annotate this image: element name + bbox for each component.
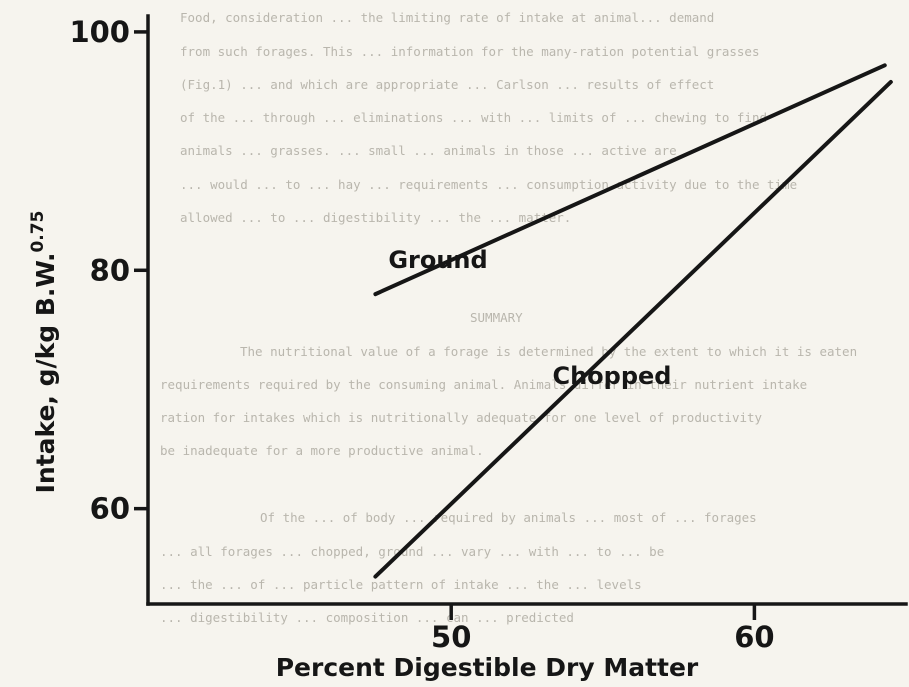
background-text-line: from such forages. This ... information … [180, 44, 759, 59]
background-text-line: (Fig.1) ... and which are appropriate ..… [180, 77, 714, 92]
background-text-line: SUMMARY [470, 310, 523, 325]
y-axis-label-main: Intake, g/kg B.W. [31, 253, 60, 494]
background-text-line: be inadequate for a more productive anim… [160, 443, 484, 458]
background-text-line: The nutritional value of a forage is det… [240, 344, 857, 359]
y-axis-ticks: 60 80 100 [69, 15, 148, 526]
background-text-line: ... would ... to ... hay ... requirement… [180, 177, 797, 192]
x-tick-label: 60 [734, 620, 774, 654]
series-line-ground [373, 63, 887, 297]
background-text-line: ... the ... of ... particle pattern of i… [160, 577, 642, 592]
background-text-line: ... all forages ... chopped, ground ... … [160, 544, 664, 559]
y-tick-label: 80 [90, 253, 130, 287]
background-text-line: allowed ... to ... digestibility ... the… [180, 210, 571, 225]
y-axis-label: Intake, g/kg B.W.0.75 [28, 211, 60, 494]
y-tick-label: 60 [90, 492, 130, 526]
x-tick-label: 50 [431, 620, 471, 654]
x-axis-label: Percent Digestible Dry Matter [276, 653, 699, 682]
y-axis-label-superscript: 0.75 [28, 211, 48, 253]
background-text-line: animals ... grasses. ... small ... anima… [180, 143, 677, 158]
background-text-line: ... digestibility ... composition ... ca… [160, 610, 574, 625]
series-label-ground: Ground [388, 246, 487, 274]
background-text-line: Of the ... of body ... required by anima… [260, 510, 757, 525]
background-text-line: ration for intakes which is nutritionall… [160, 410, 763, 425]
series-line-chopped [373, 79, 893, 579]
background-text-line: of the ... through ... eliminations ... … [180, 110, 767, 125]
background-typescript: Food, consideration ... the limiting rat… [160, 10, 857, 625]
chart-series: Ground Chopped [373, 63, 893, 579]
background-text-line: Food, consideration ... the limiting rat… [180, 10, 714, 25]
series-label-chopped: Chopped [552, 362, 671, 390]
y-tick-label: 100 [69, 15, 130, 49]
chart-axes: 60 80 100 50 60 [69, 14, 908, 654]
background-text-line: requirements required by the consuming a… [160, 377, 807, 392]
x-axis-ticks: 50 60 [431, 604, 775, 654]
